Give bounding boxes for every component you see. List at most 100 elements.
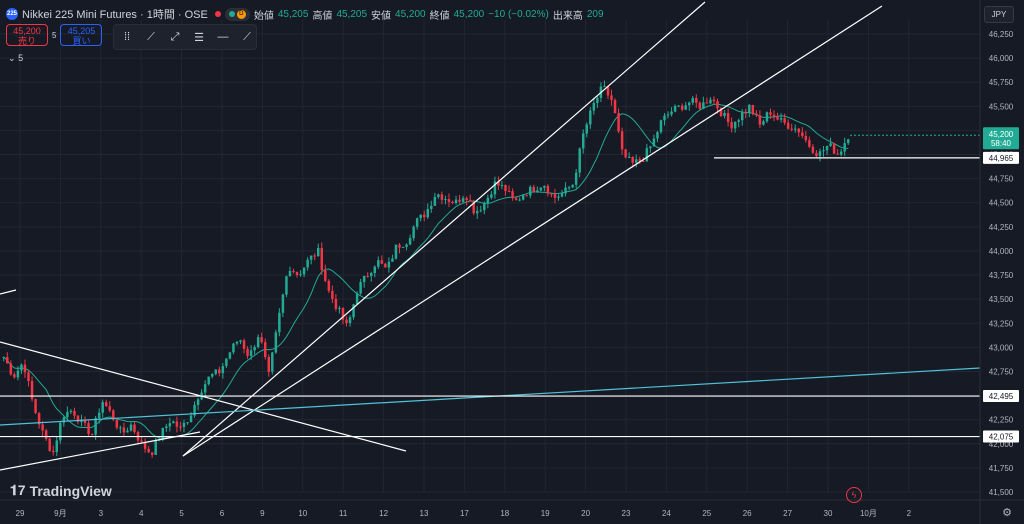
- buy-button[interactable]: 45,205 買い: [60, 24, 103, 46]
- data-status-pill[interactable]: D: [224, 7, 250, 21]
- indicators-toggle[interactable]: ⌄ 5: [8, 53, 23, 64]
- sell-label: 売り: [17, 36, 36, 46]
- time-tick-label: 19: [541, 509, 550, 518]
- candle-body: [299, 274, 302, 276]
- candle-body: [228, 352, 232, 359]
- candle-body: [687, 102, 691, 106]
- candle-body: [511, 191, 514, 199]
- candle-body: [285, 276, 288, 295]
- candle-body: [606, 86, 610, 96]
- candle-body: [829, 143, 832, 146]
- time-axis[interactable]: 29 9月 3 4 5 6 9 10 11 12 13 17 18 19 20 23 24 25 26 27 30 10月…: [0, 499, 1024, 518]
- candle-body: [27, 372, 30, 382]
- price-tick-label: 42,750: [989, 367, 1014, 376]
- candle-body: [267, 357, 271, 372]
- candle-body: [613, 99, 617, 114]
- price-tick-label: 43,250: [989, 319, 1014, 328]
- candle-body: [719, 108, 723, 116]
- candle-body: [808, 140, 811, 147]
- candle-body: [500, 184, 504, 186]
- candle-body: [536, 190, 539, 193]
- candle-body: [405, 244, 408, 247]
- uptrend-line-low[interactable]: [0, 431, 201, 471]
- stub-line[interactable]: [0, 289, 17, 295]
- candle-body: [447, 199, 451, 202]
- uptrend-line-mid[interactable]: [182, 5, 883, 457]
- candle-body: [486, 197, 490, 204]
- candle-body: [249, 350, 253, 356]
- candle-body: [472, 201, 475, 214]
- candle-body: [274, 332, 278, 353]
- ray-icon[interactable]: ⤢: [170, 30, 180, 43]
- candle-body: [83, 419, 87, 424]
- candle-body: [263, 342, 267, 358]
- candle-body: [497, 181, 500, 186]
- trendline-drawings[interactable]: [0, 1, 981, 471]
- time-tick-label: 20: [581, 509, 590, 518]
- settings-icon[interactable]: ⚙: [1002, 507, 1012, 519]
- candle-body: [514, 198, 518, 200]
- chart-grid: [0, 20, 980, 493]
- price-tick-label: 46,250: [989, 30, 1014, 39]
- price-tick-label: 44,000: [989, 247, 1014, 256]
- candle-body: [196, 399, 200, 405]
- price-tick-label: 41,750: [989, 464, 1014, 473]
- candle-body: [624, 149, 627, 158]
- extended-line-icon[interactable]: ⟋: [243, 30, 251, 43]
- candle-body: [9, 363, 13, 375]
- candle-body: [147, 448, 150, 453]
- candle-body: [663, 115, 666, 121]
- candle-body: [603, 86, 606, 88]
- candle-body: [769, 112, 772, 115]
- symbol-title[interactable]: Nikkei 225 Mini Futures · 1時間 · OSE: [22, 9, 208, 21]
- candle-body: [362, 275, 366, 283]
- symbol-logo: 225: [6, 8, 18, 20]
- candle-body: [673, 106, 677, 112]
- candle-body: [546, 185, 550, 194]
- candle-body: [737, 120, 740, 122]
- time-tick-label: 18: [500, 509, 509, 518]
- candle-body: [825, 145, 829, 151]
- spread-value: 5: [52, 30, 57, 40]
- candle-body: [649, 146, 652, 149]
- candle-body: [726, 113, 730, 123]
- price-axis[interactable]: 46,25046,00045,75045,50045,25045,00044,7…: [979, 0, 1019, 524]
- candle-body: [585, 124, 589, 134]
- candle-body: [596, 97, 599, 103]
- horizontal-line-icon[interactable]: —: [217, 31, 229, 43]
- candle-body: [553, 193, 557, 198]
- sell-button[interactable]: 45,200 売り: [6, 24, 48, 46]
- candle-body: [454, 199, 458, 204]
- lightning-icon[interactable]: ϟ: [846, 487, 862, 503]
- candle-body: [391, 258, 394, 262]
- candle-body: [6, 357, 9, 364]
- parallel-channel-icon[interactable]: ☰: [194, 31, 204, 44]
- candle-body: [748, 104, 751, 113]
- candle-body: [355, 293, 359, 305]
- candle-body: [203, 384, 207, 393]
- trend-line-icon[interactable]: ⟋: [147, 30, 155, 43]
- candle-body: [189, 415, 193, 423]
- price-tick-label: 45,750: [989, 78, 1014, 87]
- candle-body: [34, 399, 37, 413]
- currency-select[interactable]: JPY: [984, 6, 1014, 23]
- indicators-count: 5: [18, 53, 24, 63]
- candle-body: [818, 151, 822, 157]
- candle-body: [684, 105, 687, 110]
- time-tick-label: 30: [824, 509, 833, 518]
- candle-body: [539, 187, 543, 191]
- uptrend-line-steep[interactable]: [182, 1, 706, 457]
- candle-body: [44, 430, 48, 439]
- candle-body: [656, 132, 659, 139]
- candle-body: [214, 369, 218, 374]
- candle-body: [97, 412, 101, 419]
- ohlc-low: 45,200: [395, 8, 426, 20]
- candle-body: [772, 114, 776, 117]
- candle-body: [338, 308, 341, 310]
- level-price-tag: [983, 430, 1019, 443]
- candle-body: [652, 138, 656, 147]
- drag-handle-icon[interactable]: ⁞⁞: [123, 31, 131, 43]
- candle-body: [193, 404, 196, 416]
- time-tick-label: 29: [16, 509, 25, 518]
